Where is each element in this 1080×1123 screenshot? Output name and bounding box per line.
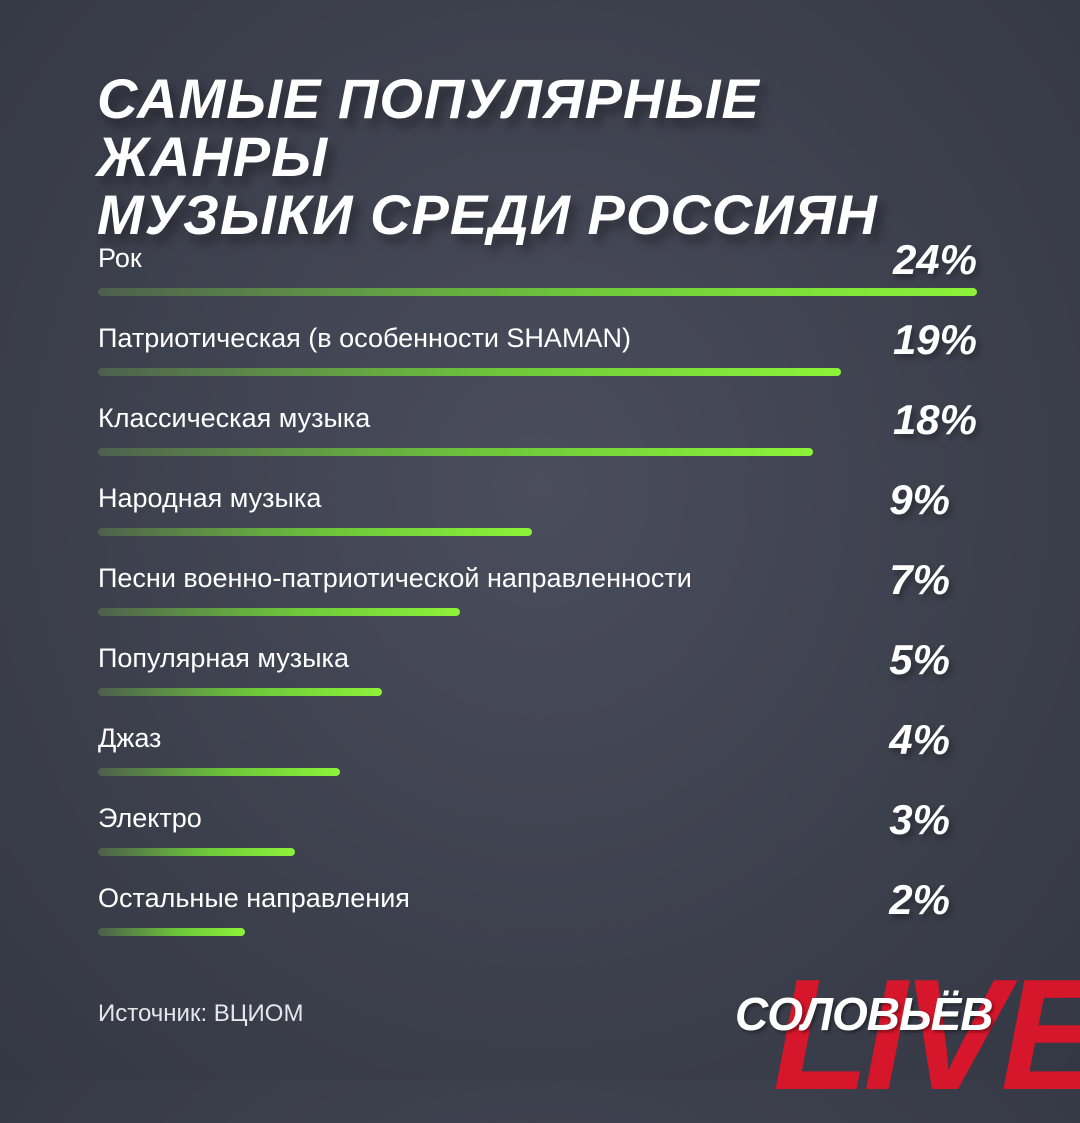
bar-value-label: 18% (892, 396, 977, 443)
bar-label: Классическая музыка (98, 403, 371, 433)
bar (98, 688, 382, 696)
bar-label: Народная музыка (98, 483, 322, 513)
bar (98, 288, 977, 296)
bar-value-label: 4% (889, 716, 950, 763)
bar-value-label: 9% (889, 476, 950, 523)
bar-label: Рок (98, 243, 142, 273)
logo-name-text: СОЛОВЬЁВ (735, 988, 993, 1040)
bar-label: Джаз (98, 723, 162, 753)
brand-logo: LIVE СОЛОВЬЁВ (735, 956, 1080, 1114)
bar-label: Патриотическая (в особенности SHAMAN) (98, 323, 631, 353)
bar (98, 928, 245, 936)
title-line-1: САМЫЕ ПОПУЛЯРНЫЕ ЖАНРЫ (97, 67, 760, 188)
bar (98, 848, 295, 856)
bar (98, 528, 532, 536)
bar-label: Популярная музыка (98, 643, 349, 673)
bar-label: Песни военно-патриотической направленнос… (98, 563, 692, 593)
bar-value-label: 19% (892, 316, 977, 363)
bar-label: Электро (98, 803, 202, 833)
bar-chart: Рок 24% Патриотическая (в особенности SHAM… (98, 236, 977, 936)
bar-value-label: 5% (889, 636, 950, 683)
title-line-2: МУЗЫКИ СРЕДИ РОССИЯН (97, 183, 878, 246)
bar (98, 608, 460, 616)
bar (98, 768, 340, 776)
bar-value-label: 2% (889, 876, 950, 923)
bar-value-label: 7% (889, 556, 950, 603)
bar (98, 448, 813, 456)
bar-value-label: 24% (892, 236, 977, 283)
page-title: САМЫЕ ПОПУЛЯРНЫЕ ЖАНРЫ МУЗЫКИ СРЕДИ РОСС… (97, 70, 997, 244)
bar-value-label: 3% (889, 796, 950, 843)
source-note: Источник: ВЦИОМ (98, 1000, 304, 1027)
bar (98, 368, 841, 376)
bar-label: Остальные направления (98, 883, 410, 913)
